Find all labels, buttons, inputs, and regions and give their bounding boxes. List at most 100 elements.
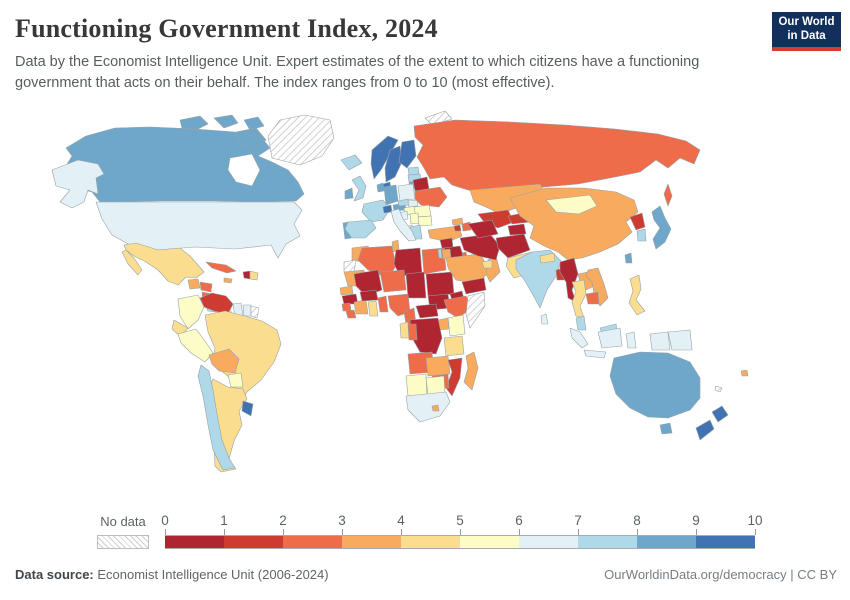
country-honduras[interactable] [199,281,213,293]
country-sierra_leone[interactable] [341,302,352,312]
country-central_african_republic[interactable] [415,303,439,319]
country-canada[interactable] [65,114,305,203]
country-fiji[interactable] [740,369,749,377]
country-spain[interactable] [344,219,377,239]
country-zambia[interactable] [425,355,451,377]
legend-bin-5–6[interactable] [460,535,519,549]
country-oman[interactable] [485,255,501,283]
country-turkmenistan[interactable] [467,219,499,239]
country-ukraine[interactable] [414,186,448,208]
country-mozambique[interactable] [445,357,463,397]
legend-bin-9–10[interactable] [696,535,755,549]
country-bulgaria[interactable] [417,215,433,227]
country-lesotho[interactable] [431,404,440,412]
country-dominican_republic[interactable] [249,270,259,281]
country-mexico[interactable] [121,242,205,286]
country-south_korea[interactable] [636,228,647,242]
country-china[interactable] [509,187,639,261]
country-uzbekistan[interactable] [477,209,515,229]
country-philippines[interactable] [628,274,646,316]
legend-no-data-swatch[interactable] [97,535,149,549]
country-niger[interactable] [379,269,407,293]
country-australia[interactable] [609,351,701,435]
country-sri_lanka[interactable] [540,313,549,325]
legend-bin-0–1[interactable] [165,535,224,549]
country-cuba[interactable] [205,261,237,274]
country-chile[interactable] [197,364,236,471]
country-turkey[interactable] [427,225,463,243]
country-western_sahara[interactable] [343,259,357,273]
country-mongolia[interactable] [545,194,598,215]
country-jamaica[interactable] [223,277,233,284]
country-serbia[interactable] [409,212,420,225]
country-nigeria[interactable] [387,293,411,317]
country-paraguay[interactable] [227,372,244,388]
country-thailand[interactable] [571,279,587,319]
country-afghanistan[interactable] [495,233,531,259]
legend-bin-2–3[interactable] [283,535,342,549]
country-indonesia[interactable] [569,327,671,359]
country-finland[interactable] [398,139,417,169]
country-russia[interactable] [413,119,701,207]
country-norway[interactable] [370,135,399,180]
license-link[interactable]: OurWorldinData.org/democracy | CC BY [604,567,837,582]
country-gabon[interactable] [399,321,410,339]
country-svalbard[interactable] [424,110,453,126]
country-madagascar[interactable] [463,351,479,391]
country-armenia[interactable] [453,224,462,232]
country-sudan[interactable] [425,271,455,297]
legend-bin-7–8[interactable] [578,535,637,549]
country-italy[interactable] [390,208,417,242]
country-guatemala[interactable] [187,278,201,290]
legend-bin-1–2[interactable] [224,535,283,549]
country-greenland[interactable] [267,114,335,166]
country-ivory_coast[interactable] [353,299,369,315]
country-netherlands[interactable] [376,182,385,193]
country-haiti[interactable] [242,270,251,280]
country-japan[interactable] [651,205,672,250]
legend-bin-3–4[interactable] [342,535,401,549]
country-venezuela[interactable] [199,292,234,315]
country-estonia[interactable] [407,166,420,176]
legend-bin-4–5[interactable] [401,535,460,549]
country-france[interactable] [361,199,391,223]
country-togo_benin[interactable] [377,295,389,313]
country-ethiopia[interactable] [443,295,473,319]
country-colombia[interactable] [177,294,205,330]
country-senegal[interactable] [339,285,354,296]
country-slovakia[interactable] [407,199,419,208]
country-peru[interactable] [177,328,214,363]
country-uruguay[interactable] [241,400,254,417]
country-tanzania[interactable] [443,335,465,357]
country-kenya[interactable] [447,314,466,337]
country-india[interactable] [515,249,562,309]
country-new_caledonia[interactable] [714,385,723,393]
country-nepal[interactable] [539,252,556,264]
country-taiwan[interactable] [624,252,633,264]
country-bolivia[interactable] [208,348,240,374]
country-poland[interactable] [397,183,416,202]
country-french_guiana[interactable] [250,305,260,319]
country-burkina_faso[interactable] [359,289,379,302]
country-germany[interactable] [383,184,399,206]
country-south_africa[interactable] [405,391,451,423]
country-suriname[interactable] [242,304,252,317]
country-ireland[interactable] [344,187,354,200]
country-ghana[interactable] [367,300,379,317]
country-sweden[interactable] [384,145,403,183]
country-liberia[interactable] [345,309,357,319]
country-yemen[interactable] [461,277,487,295]
country-chad[interactable] [405,271,427,299]
country-north_korea[interactable] [629,212,646,231]
country-alaska[interactable] [51,159,105,209]
country-new_zealand[interactable] [695,405,729,441]
country-iceland[interactable] [340,154,363,171]
country-tajikistan[interactable] [507,223,527,236]
country-vietnam[interactable] [585,267,609,307]
country-uae[interactable] [481,259,493,269]
country-namibia[interactable] [405,373,428,397]
country-uk[interactable] [351,175,367,202]
legend-bin-8–9[interactable] [637,535,696,549]
country-georgia[interactable] [451,217,464,226]
country-israel[interactable] [437,247,443,259]
